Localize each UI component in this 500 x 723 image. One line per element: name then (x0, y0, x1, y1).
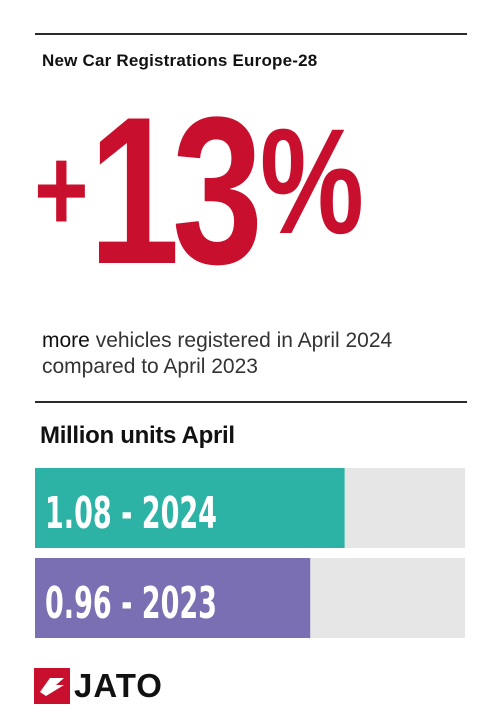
jato-flag-icon (34, 668, 70, 704)
description-line1: vehicles registered in April 2024 (89, 329, 393, 352)
logo-text: JATO (74, 667, 163, 704)
top-divider (35, 33, 467, 35)
bar-label-2024: 1.08 - 2024 (45, 488, 217, 539)
headline-number: 13 (88, 73, 263, 308)
chart-title: Million units April (40, 422, 235, 449)
description-emphasis: more (42, 329, 90, 352)
headline-description: more vehicles registered in April 2024 c… (42, 328, 392, 380)
headline-percent: % (259, 97, 364, 265)
bar-2024 (35, 468, 345, 548)
jato-logo: JATO (34, 666, 163, 706)
headline-stat: +13% (34, 86, 364, 296)
bar-label-2023: 0.96 - 2023 (45, 578, 217, 629)
middle-divider (35, 401, 467, 403)
page-title: New Car Registrations Europe-28 (42, 51, 318, 70)
bar-2023 (35, 558, 311, 638)
bar-chart: 1.08 - 2024 0.96 - 2023 (35, 468, 465, 638)
headline-sign: + (34, 123, 89, 257)
description-line2: compared to April 2023 (42, 355, 258, 378)
